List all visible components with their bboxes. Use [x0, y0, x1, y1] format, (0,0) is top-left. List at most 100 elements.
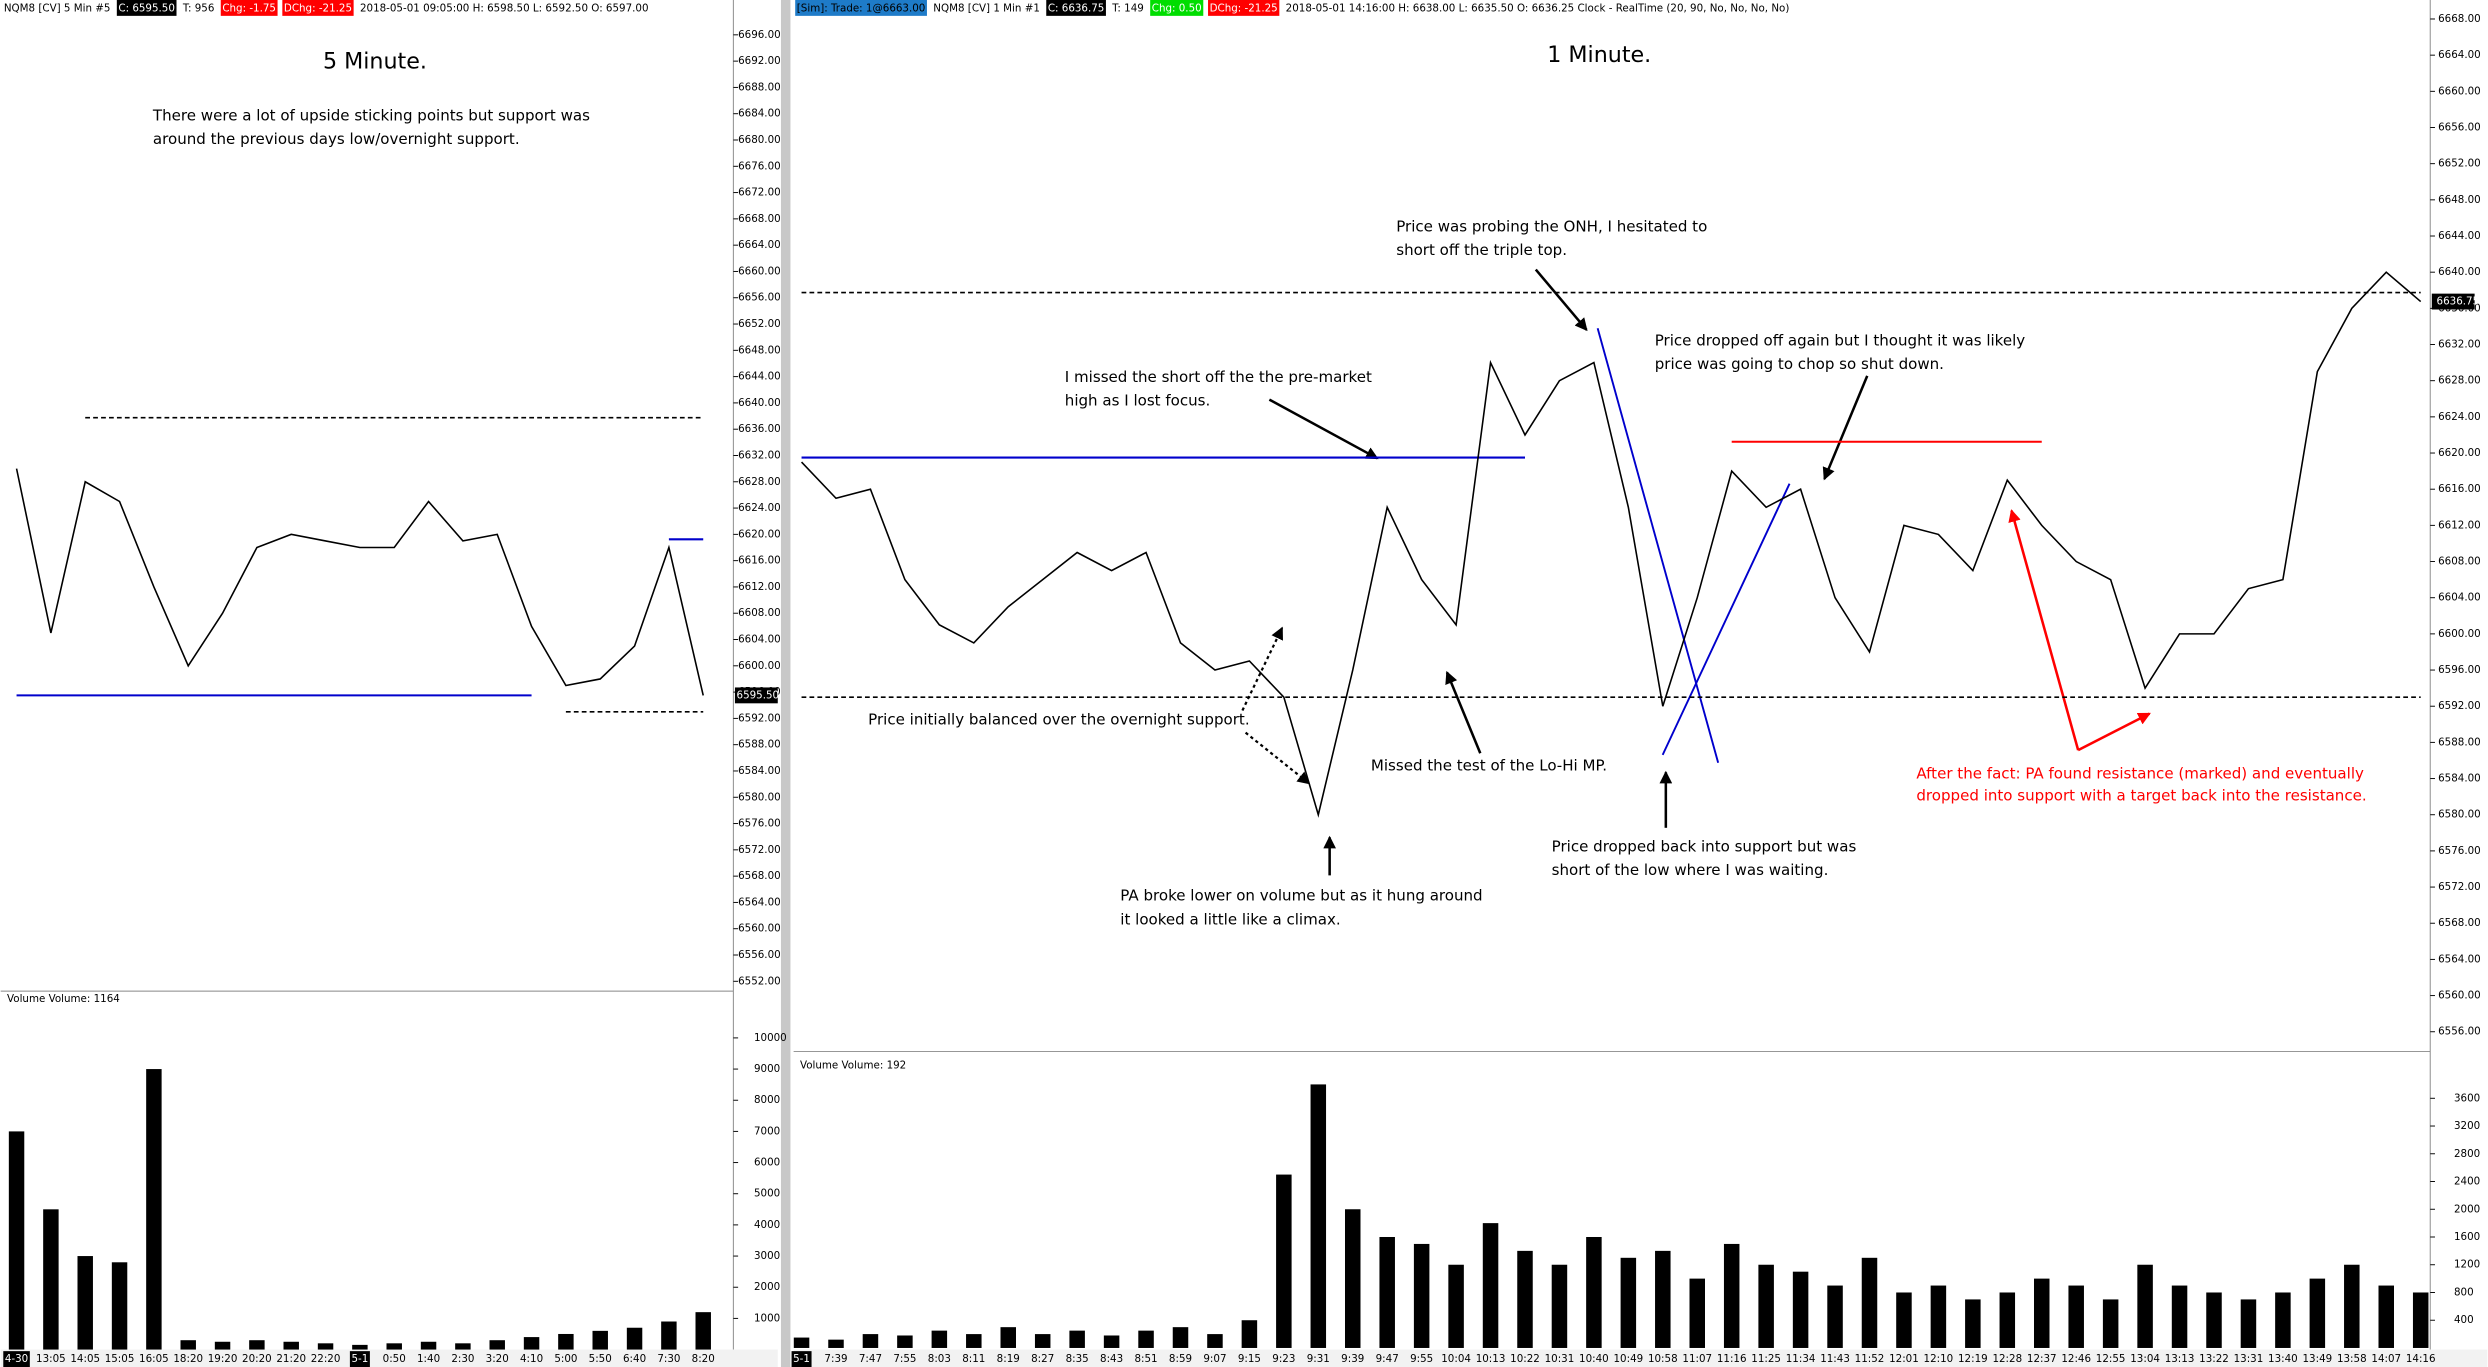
header-field-bg — [1046, 0, 1106, 16]
annotation: Price dropped off again but I thought it… — [1655, 331, 2026, 349]
x-tick-label: 5-1 — [793, 1353, 810, 1365]
y-tick-label: 6556.00 — [2438, 1026, 2481, 1038]
date-tick-bg — [349, 1351, 370, 1367]
y-tick-label: 6592.00 — [738, 712, 781, 724]
arrow — [1268, 398, 1379, 460]
x-tick-label: 11:34 — [1786, 1353, 1816, 1365]
x-tick-label: 13:13 — [2165, 1353, 2195, 1365]
annotation: short off the triple top. — [1396, 241, 1567, 259]
volume-bar — [420, 1341, 437, 1350]
x-tick-label: 22:20 — [311, 1353, 341, 1365]
y-tick-label: 1000 — [754, 1312, 780, 1324]
volume-bar — [828, 1339, 844, 1348]
volume-bar — [1276, 1174, 1292, 1348]
volume-bar — [2309, 1278, 2326, 1348]
volume-bar — [2344, 1264, 2360, 1348]
header-field: T: 149 — [1111, 3, 1144, 15]
x-tick-label: 5:50 — [589, 1353, 612, 1365]
y-tick-label: 6592.00 — [2438, 700, 2481, 712]
x-tick-label: 8:03 — [928, 1353, 951, 1365]
volume-bar — [146, 1069, 162, 1350]
volume-bar — [523, 1337, 540, 1350]
price-line — [800, 271, 2422, 818]
volume-bar — [1172, 1327, 1189, 1348]
volume-bar — [489, 1340, 505, 1350]
volume-bar — [8, 1131, 25, 1350]
annotation: PA broke lower on volume but as it hung … — [1120, 887, 1482, 905]
y-tick-label: 8000 — [754, 1094, 780, 1106]
y-tick-label: 4000 — [754, 1219, 780, 1231]
y-tick-label: 6568.00 — [2438, 917, 2481, 929]
volume-bar — [1310, 1084, 1327, 1348]
x-tick-label: 13:22 — [2199, 1353, 2229, 1365]
x-tick-label: 6:40 — [623, 1353, 646, 1365]
x-tick-label: 13:04 — [2130, 1353, 2160, 1365]
annotation: I missed the short off the the pre-marke… — [1065, 368, 1372, 386]
volume-bar — [386, 1343, 402, 1350]
volume-bar — [1896, 1292, 1912, 1348]
y-tick-label: 6636.00 — [738, 423, 781, 435]
y-tick-label: 6676.00 — [738, 160, 781, 172]
x-tick-label: 8:11 — [962, 1353, 985, 1365]
y-tick-label: 6664.00 — [738, 239, 781, 251]
x-tick-label: 12:37 — [2027, 1353, 2057, 1365]
volume-bar — [1551, 1264, 1568, 1348]
y-tick-label: 6696.00 — [738, 29, 781, 41]
x-tick-label: 12:55 — [2096, 1353, 2126, 1365]
x-tick-label: 10:04 — [1441, 1353, 1471, 1365]
x-tick-label: 11:52 — [1855, 1353, 1885, 1365]
y-tick-label: 5000 — [754, 1188, 780, 1200]
date-tick-bg — [791, 1351, 812, 1367]
volume-bar — [1448, 1264, 1464, 1348]
annotation: around the previous days low/overnight s… — [153, 130, 520, 148]
volume-title: Volume Volume: 1164 — [7, 993, 120, 1005]
x-tick-label: 12:10 — [1924, 1353, 1954, 1365]
y-tick-label: 800 — [2454, 1286, 2474, 1298]
y-tick-label: 6652.00 — [738, 318, 781, 330]
header-field: Chg: 0.50 — [1152, 3, 1202, 15]
last-price-label: 6595.50 — [737, 689, 780, 701]
y-tick-label: 6584.00 — [738, 765, 781, 777]
y-tick-label: 6612.00 — [738, 581, 781, 593]
annotation: Price initially balanced over the overni… — [868, 710, 1249, 728]
y-tick-label: 3000 — [754, 1250, 780, 1262]
y-tick-label: 6656.00 — [738, 292, 781, 304]
y-tick-label: 6588.00 — [738, 739, 781, 751]
x-tick-label: 11:25 — [1751, 1353, 1781, 1365]
y-tick-label: 6572.00 — [738, 844, 781, 856]
arrow — [1822, 375, 1869, 481]
x-tick-label: 19:20 — [208, 1353, 238, 1365]
header-field: C: 6595.50 — [118, 3, 175, 15]
x-tick-label: 10:31 — [1545, 1353, 1575, 1365]
x-tick-label: 8:20 — [692, 1353, 715, 1365]
volume-bar — [1207, 1334, 1223, 1348]
x-tick-label: 12:19 — [1958, 1353, 1988, 1365]
x-tick-label: 12:46 — [2061, 1353, 2091, 1365]
header-field: C: 6636.75 — [1048, 3, 1105, 15]
volume-bar — [111, 1262, 128, 1350]
header-field-bg — [116, 0, 177, 16]
volume-bar — [2171, 1285, 2188, 1348]
x-tick-label: 13:31 — [2234, 1353, 2264, 1365]
volume-bar — [1586, 1236, 1602, 1348]
trend-line — [1661, 483, 1791, 756]
volume-bar — [2412, 1292, 2429, 1348]
header-field: Chg: -1.75 — [222, 3, 276, 15]
volume-bar — [558, 1333, 574, 1350]
y-tick-label: 6684.00 — [738, 108, 781, 120]
date-tick-bg — [3, 1351, 30, 1367]
x-tick-label: 20:20 — [242, 1353, 272, 1365]
volume-bar — [1689, 1278, 1705, 1348]
annotation: dropped into support with a target back … — [1916, 787, 2366, 805]
x-tick-label: 12:28 — [1992, 1353, 2022, 1365]
y-tick-label: 6600.00 — [2438, 628, 2481, 640]
y-tick-label: 6604.00 — [2438, 592, 2481, 604]
x-tick-label: 0:50 — [383, 1353, 406, 1365]
volume-bar — [1138, 1330, 1154, 1348]
volume-bar — [695, 1312, 711, 1350]
y-tick-label: 6616.00 — [2438, 483, 2481, 495]
x-tick-label: 9:47 — [1376, 1353, 1399, 1365]
x-tick-label: 13:05 — [36, 1353, 66, 1365]
x-tick-label: 11:07 — [1682, 1353, 1712, 1365]
